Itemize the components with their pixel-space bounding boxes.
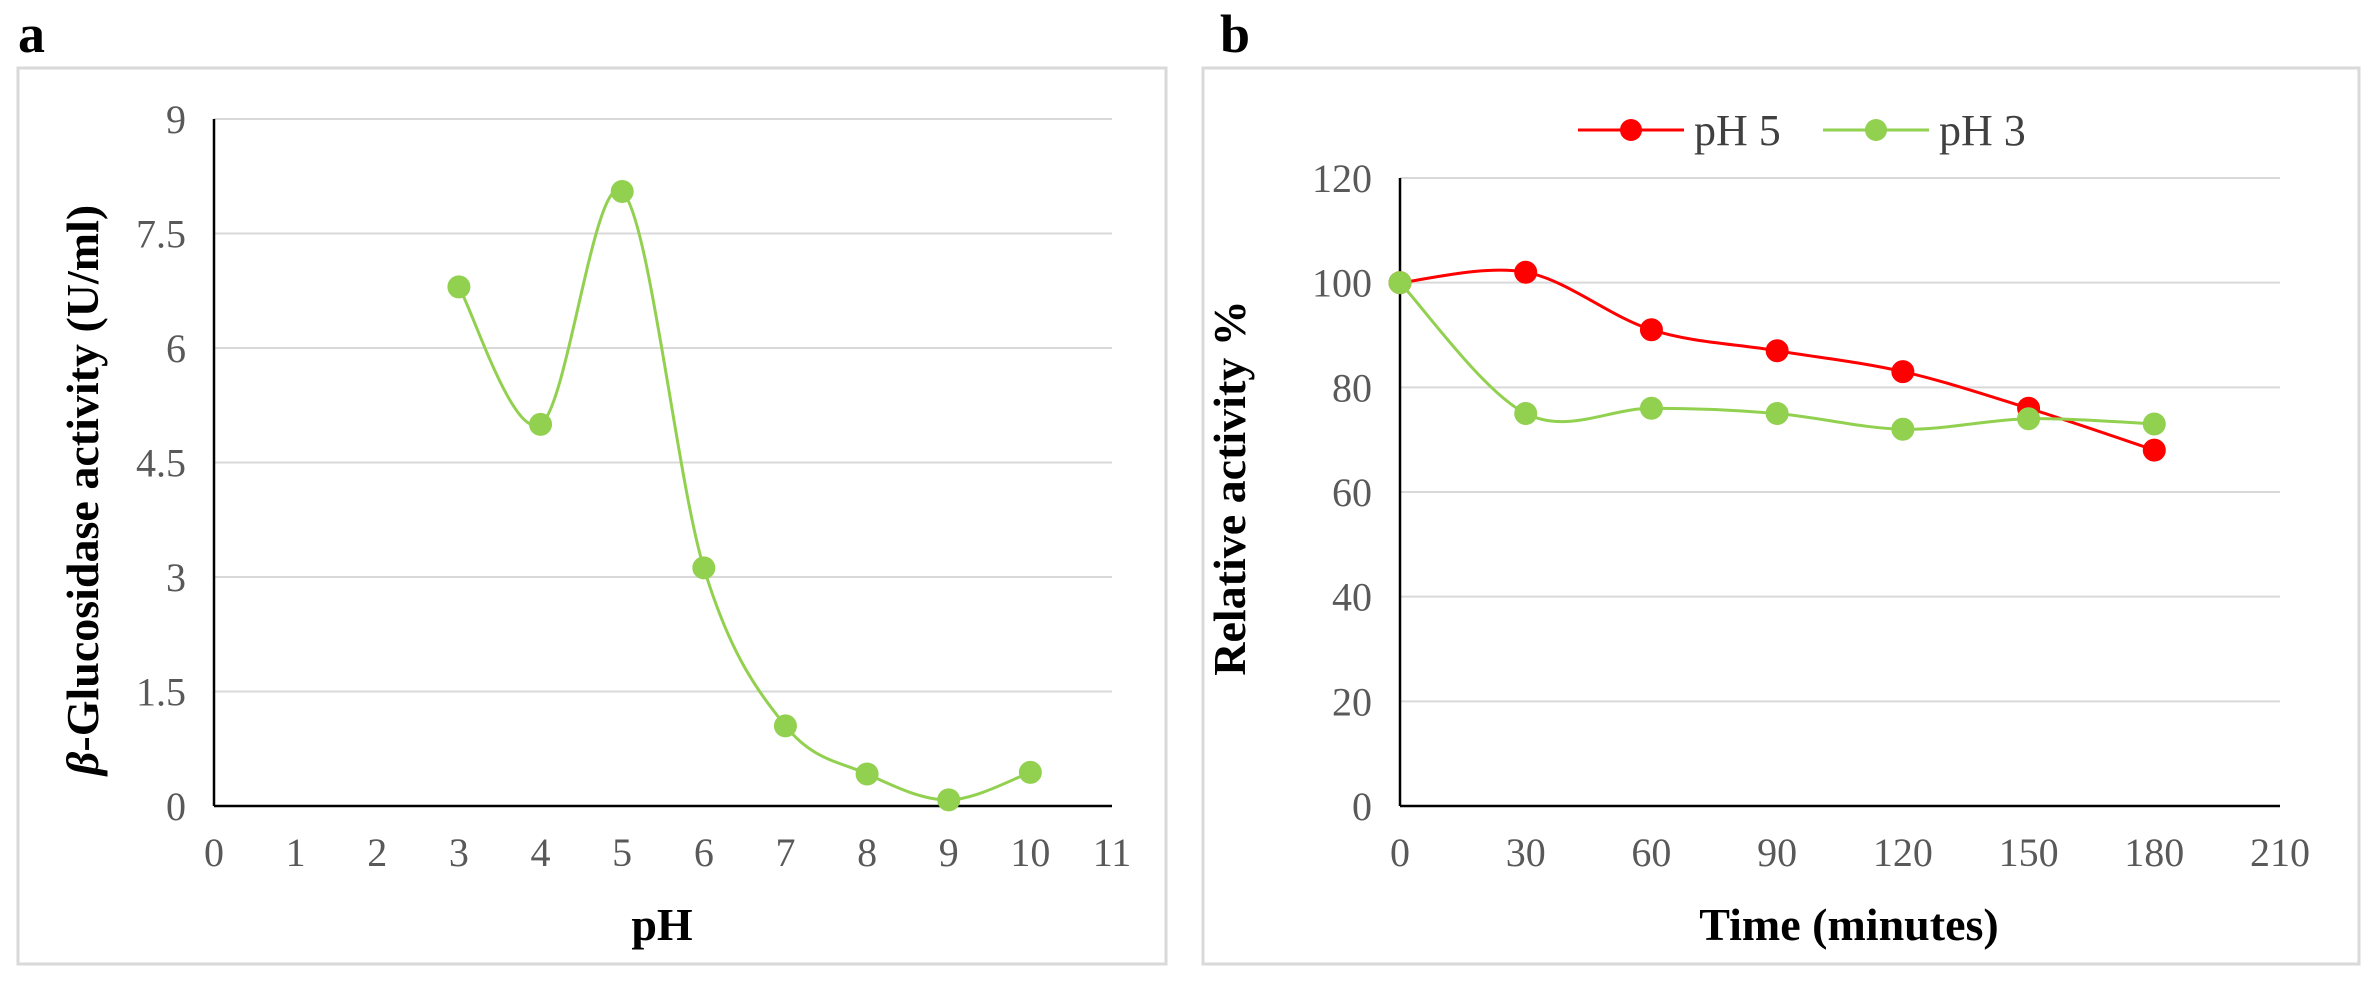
beta-symbol: β <box>57 751 108 777</box>
chart-b-y-ticks: 0 20 40 60 80 100 120 <box>1312 156 1372 829</box>
chart-b-data-point <box>1891 360 1915 384</box>
chart-b-x-tick-label: 0 <box>1390 830 1410 875</box>
chart-b-data-point <box>1514 402 1538 425</box>
chart-a-x-tick-label: 4 <box>531 830 551 875</box>
chart-a-y-tick-label: 7.5 <box>136 212 186 257</box>
chart-b-data-point <box>1891 417 1915 441</box>
chart-a-y-axis-title-text: -Glucosidase activity (U/ml) <box>57 205 108 752</box>
chart-b-y-tick-label: 40 <box>1332 575 1372 620</box>
chart-a-data-point <box>773 714 797 738</box>
chart-a-y-tick-label: 6 <box>166 326 186 371</box>
chart-a-x-tick-label: 10 <box>1010 830 1050 875</box>
chart-a-x-tick-label: 11 <box>1093 830 1132 875</box>
chart-a-x-tick-label: 1 <box>286 830 306 875</box>
chart-a-y-tick-label: 1.5 <box>136 670 186 715</box>
chart-a-x-tick-label: 7 <box>775 830 795 875</box>
chart-a-data-point <box>529 412 553 436</box>
chart-b-gridlines <box>1400 177 2280 703</box>
chart-b-legend: pH 5 pH 3 <box>1578 106 2026 155</box>
chart-b-series <box>1388 260 2166 462</box>
chart-a-y-axis-title: β-Glucosidase activity (U/ml) <box>57 205 108 777</box>
chart-b-y-tick-label: 120 <box>1312 156 1372 201</box>
legend-marker-ph-3 <box>1865 119 1887 141</box>
chart-b: b 0 20 40 60 80 100 120 0 30 60 90 120 150 180 210 pH… <box>1201 4 2361 966</box>
chart-a-data-point <box>937 788 961 812</box>
chart-a-data-point <box>447 275 471 299</box>
chart-a-x-tick-label: 8 <box>857 830 877 875</box>
chart-a-y-ticks: 0 1.5 3 4.5 6 7.5 9 <box>136 97 186 829</box>
chart-a-x-ticks: 0 1 2 3 4 5 6 7 8 9 10 11 <box>204 830 1131 875</box>
chart-a-y-tick-label: 0 <box>166 784 186 829</box>
legend-label-ph-3: pH 3 <box>1939 106 2026 155</box>
chart-b-y-tick-label: 0 <box>1352 784 1372 829</box>
chart-a: a 0 1.5 3 4.5 6 7.5 9 0 1 2 3 4 5 6 7 8 9 10 11 pH β-Gluc… <box>16 4 1168 966</box>
chart-a-gridlines <box>214 118 1112 693</box>
chart-a-axes <box>212 119 1112 808</box>
chart-a-x-axis-title: pH <box>631 899 693 950</box>
chart-b-data-point <box>2017 407 2041 431</box>
chart-b-y-tick-label: 100 <box>1312 261 1372 306</box>
chart-a-y-tick-label: 4.5 <box>136 441 186 486</box>
chart-b-frame <box>1201 66 2361 966</box>
chart-b-x-axis-title: Time (minutes) <box>1699 899 1998 950</box>
chart-b-x-tick-label: 150 <box>1999 830 2059 875</box>
chart-a-x-tick-label: 0 <box>204 830 224 875</box>
chart-a-data-point <box>692 556 716 580</box>
panel-a-letter: a <box>18 4 45 64</box>
legend-label-ph-5: pH 5 <box>1694 106 1781 155</box>
chart-b-data-point <box>1639 318 1663 342</box>
chart-b-data-point <box>1639 396 1663 420</box>
chart-b-y-tick-label: 60 <box>1332 470 1372 515</box>
chart-a-frame <box>16 66 1168 966</box>
chart-a-x-tick-label: 2 <box>367 830 387 875</box>
chart-b-data-point <box>2142 412 2166 436</box>
chart-b-x-tick-label: 90 <box>1757 830 1797 875</box>
chart-a-y-tick-label: 3 <box>166 555 186 600</box>
chart-b-y-axis-title: Relative activity % <box>1204 300 1255 676</box>
chart-b-x-tick-label: 30 <box>1506 830 1546 875</box>
chart-a-data-point <box>855 762 879 786</box>
chart-a-x-tick-label: 9 <box>939 830 959 875</box>
chart-b-data-point <box>2142 438 2166 462</box>
chart-b-x-tick-label: 210 <box>2250 830 2310 875</box>
chart-a-series <box>447 180 1042 812</box>
chart-a-y-tick-label: 9 <box>166 97 186 142</box>
chart-b-y-tick-label: 20 <box>1332 679 1372 724</box>
chart-a-x-tick-label: 3 <box>449 830 469 875</box>
chart-a-data-point <box>1018 760 1042 784</box>
chart-a-x-tick-label: 6 <box>694 830 714 875</box>
chart-a-data-point <box>610 180 634 204</box>
legend-marker-ph-5 <box>1620 119 1642 141</box>
chart-a-x-tick-label: 5 <box>612 830 632 875</box>
chart-b-data-point <box>1388 271 1412 295</box>
chart-b-x-tick-label: 60 <box>1631 830 1671 875</box>
chart-b-data-point <box>1514 260 1538 284</box>
chart-b-y-tick-label: 80 <box>1332 365 1372 410</box>
chart-b-data-point <box>1765 402 1789 425</box>
chart-b-data-point <box>1765 339 1789 363</box>
chart-b-x-tick-label: 120 <box>1873 830 1933 875</box>
chart-b-x-ticks: 0 30 60 90 120 150 180 210 <box>1390 830 2310 875</box>
chart-b-x-tick-label: 180 <box>2124 830 2184 875</box>
panel-b-letter: b <box>1220 4 1250 64</box>
